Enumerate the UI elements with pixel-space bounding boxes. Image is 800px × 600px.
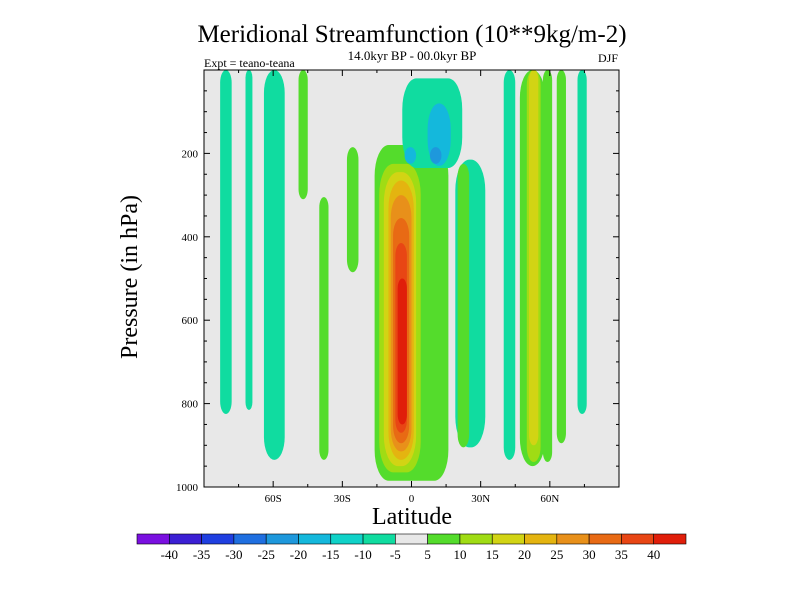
contour-vert-cyan-71S [245,70,253,410]
colorbar-label: 10 [453,547,466,562]
colorbar-label: 20 [518,547,531,562]
x-tick-label: 60S [265,493,282,505]
contour-vert-cyan-74N [577,70,587,415]
colorbar-label: 25 [550,547,563,562]
axis-ticks: 60S 30S 0 30N 60N 200 400 600 800 1000 [176,70,619,505]
contour-upper-blue-core [429,147,442,164]
colorbar-swatch [265,533,299,545]
colorbar-label: -40 [161,547,178,562]
y-tick-label: 200 [182,148,199,160]
y-tick-label: 600 [182,315,199,327]
contour-vert-green-59N [542,70,553,462]
colorbar-label: -15 [322,547,339,562]
colorbar-label: -10 [354,547,371,562]
colorbar-label: -5 [390,547,401,562]
contour-sh-cell-core [397,278,407,425]
colorbar-swatch [427,533,461,545]
season-label: DJF [598,51,618,65]
colorbar-label: -20 [290,547,307,562]
contour-vert-green-38S [319,197,329,460]
contour-vert-yellow-52N [529,70,539,446]
colorbar-label: -25 [258,547,275,562]
chart-subtitle: 14.0kyr BP - 00.0kyr BP [348,48,477,63]
colorbar-swatch [362,533,396,545]
contour-vert-green-26S [346,147,359,273]
colorbar-swatch [556,533,590,545]
contour-vert-green-64N [556,70,566,444]
colorbar-label: -30 [225,547,242,562]
contour-vert-cyan-80S [220,70,232,415]
colorbar-swatch [168,533,202,545]
experiment-label: Expt = teano-teana [204,56,295,70]
x-tick-label: 30S [334,493,351,505]
contour-vert-green-47S [298,70,308,200]
contour-vert-green-24N [457,163,470,448]
y-axis-label: Pressure (in hPa) [117,195,143,359]
colorbar-label: 15 [486,547,499,562]
colorbar-label: 30 [583,547,596,562]
colorbar: -40 -35 -30 -25 -20 -15 -10 -5 5 10 15 20 25 30 35 40 [136,533,687,562]
x-tick-label: 0 [409,493,415,505]
streamfunction-field [220,70,587,481]
colorbar-swatch [459,533,493,545]
colorbar-swatch [330,533,364,545]
colorbar-label: 40 [647,547,660,562]
contour-vert-cyan-45N [503,70,516,460]
colorbar-swatch [524,533,558,545]
colorbar-swatch [233,533,267,545]
colorbar-swatch [491,533,525,545]
y-tick-label: 1000 [176,482,199,494]
chart-title: Meridional Streamfunction (10**9kg/m-2) [197,21,626,48]
colorbar-label: 35 [615,547,628,562]
x-tick-label: 30N [471,493,490,505]
contour-upper-blue-blob-a [404,147,417,164]
plot-area: 60S 30S 0 30N 60N 200 400 600 800 1000 [176,69,620,505]
y-tick-label: 800 [182,399,199,411]
colorbar-label: -35 [193,547,210,562]
y-tick-label: 400 [182,232,199,244]
contour-vert-cyan-62S [263,70,285,460]
colorbar-label: 5 [424,547,431,562]
colorbar-swatch [136,533,170,545]
colorbar-swatch [653,533,687,545]
colorbar-swatch [588,533,622,545]
colorbar-swatch [621,533,655,545]
colorbar-swatch [298,533,332,545]
colorbar-swatch [201,533,235,545]
x-tick-label: 60N [540,493,559,505]
colorbar-swatch [395,533,428,545]
x-axis-label: Latitude [372,504,452,530]
